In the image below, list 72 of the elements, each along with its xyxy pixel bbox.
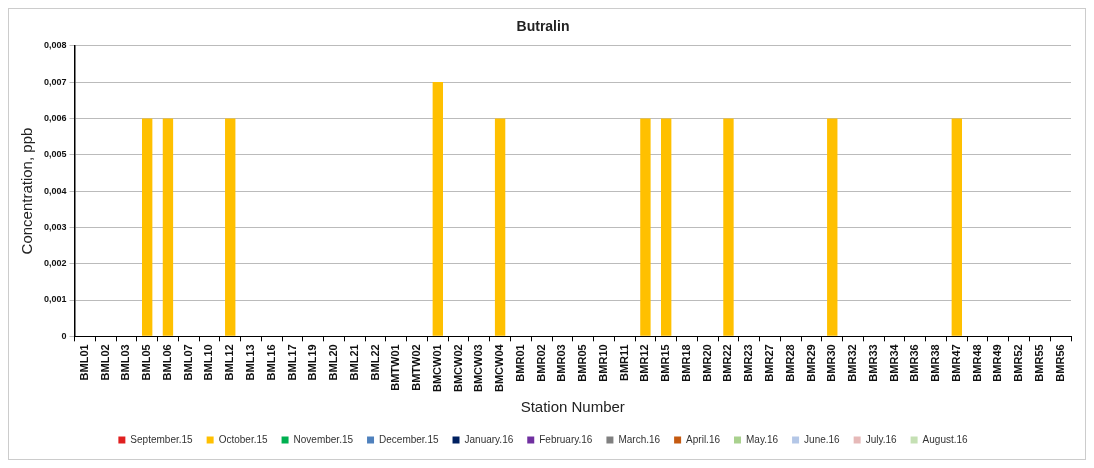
x-tick-label: BMR55	[1032, 344, 1045, 382]
x-tick-label: BML12	[223, 344, 236, 381]
x-tick-label: BML07	[181, 344, 194, 381]
x-tick-label: BML19	[306, 344, 319, 381]
x-tick-label: BML10	[202, 344, 215, 381]
x-tick-label: BMR22	[721, 344, 734, 382]
y-tick-label: 0,006	[43, 112, 67, 123]
x-tick-label: BMR38	[929, 344, 942, 382]
x-tick-label: BML17	[285, 344, 298, 381]
x-tick-label: BML16	[264, 344, 277, 381]
x-tick-label: BML22	[368, 344, 381, 381]
x-tick-label: BMR29	[804, 344, 817, 382]
x-tick-label: BMR36	[908, 344, 921, 382]
x-tick-label: BMR23	[742, 344, 755, 382]
x-axis-title: Station Number	[520, 398, 625, 416]
x-tick-label: BML20	[327, 344, 340, 381]
x-tick-label: BMR10	[596, 344, 609, 382]
x-tick-label: BMR03	[555, 344, 568, 382]
x-tick-label: BMR32	[846, 344, 859, 382]
y-tick-label: 0,005	[43, 149, 67, 160]
y-tick-label: 0	[61, 330, 67, 341]
x-tick-label: BML01	[77, 344, 90, 381]
legend-label: November.15	[293, 433, 354, 445]
x-tick-label: BMR34	[887, 343, 900, 382]
y-tick-label: 0,004	[43, 185, 67, 196]
legend-label: February.16	[539, 433, 593, 445]
x-tick-label: BMR27	[763, 344, 776, 382]
x-tick-label: BML06	[160, 344, 173, 381]
legend-label: April.16	[686, 433, 721, 445]
x-tick-label: BMCW01	[430, 344, 443, 392]
x-tick-label: BMR56	[1053, 344, 1066, 382]
x-tick-label: BMR20	[700, 344, 713, 382]
x-tick-label: BMR30	[825, 344, 838, 382]
legend-label: May.16	[746, 433, 779, 445]
x-tick-label: BMR48	[970, 344, 983, 382]
x-tick-label: BMCW02	[451, 344, 464, 392]
x-tick-label: BMR28	[783, 344, 796, 382]
x-tick-label: BMR02	[534, 344, 547, 382]
legend-label: January.16	[464, 433, 514, 445]
legend-label: October.15	[218, 433, 268, 445]
y-tick-label: 0,002	[43, 258, 67, 269]
x-tick-label: BMCW04	[493, 343, 506, 392]
x-tick-label: BMR05	[576, 344, 589, 382]
x-tick-label: BML21	[347, 344, 360, 381]
x-tick-label: BML03	[119, 344, 132, 381]
x-tick-label: BML02	[98, 344, 111, 381]
x-tick-label: BML05	[140, 344, 153, 381]
x-tick-label: BMR11	[617, 344, 630, 382]
y-axis-title: Concentration, ppb	[18, 127, 36, 255]
legend-label: August.16	[922, 433, 969, 445]
legend-label: July.16	[865, 433, 898, 445]
x-tick-label: BMR33	[866, 344, 879, 382]
x-tick-label: BMR49	[991, 344, 1004, 382]
y-tick-label: 0,003	[43, 221, 67, 232]
legend-label: December.15	[379, 433, 439, 445]
x-tick-label: BMR15	[659, 344, 672, 382]
y-tick-label: 0,007	[43, 76, 67, 87]
x-tick-label: BMR18	[679, 344, 692, 382]
legend-label: September.15	[130, 433, 194, 445]
x-tick-label: BMR52	[1012, 344, 1025, 382]
chart-title: Butralin	[516, 18, 570, 35]
legend-label: March.16	[618, 433, 661, 445]
x-tick-label: BML13	[244, 344, 257, 381]
x-tick-label: BMR12	[638, 344, 651, 382]
y-tick-label: 0,008	[43, 40, 67, 51]
x-tick-label: BMTW02	[410, 344, 423, 391]
legend-label: June.16	[804, 433, 841, 445]
x-tick-label: BMR47	[949, 344, 962, 382]
x-tick-label: BMR01	[513, 344, 526, 382]
x-tick-label: BMTW01	[389, 344, 402, 391]
x-tick-label: BMCW03	[472, 344, 485, 392]
y-tick-label: 0,001	[43, 294, 67, 305]
